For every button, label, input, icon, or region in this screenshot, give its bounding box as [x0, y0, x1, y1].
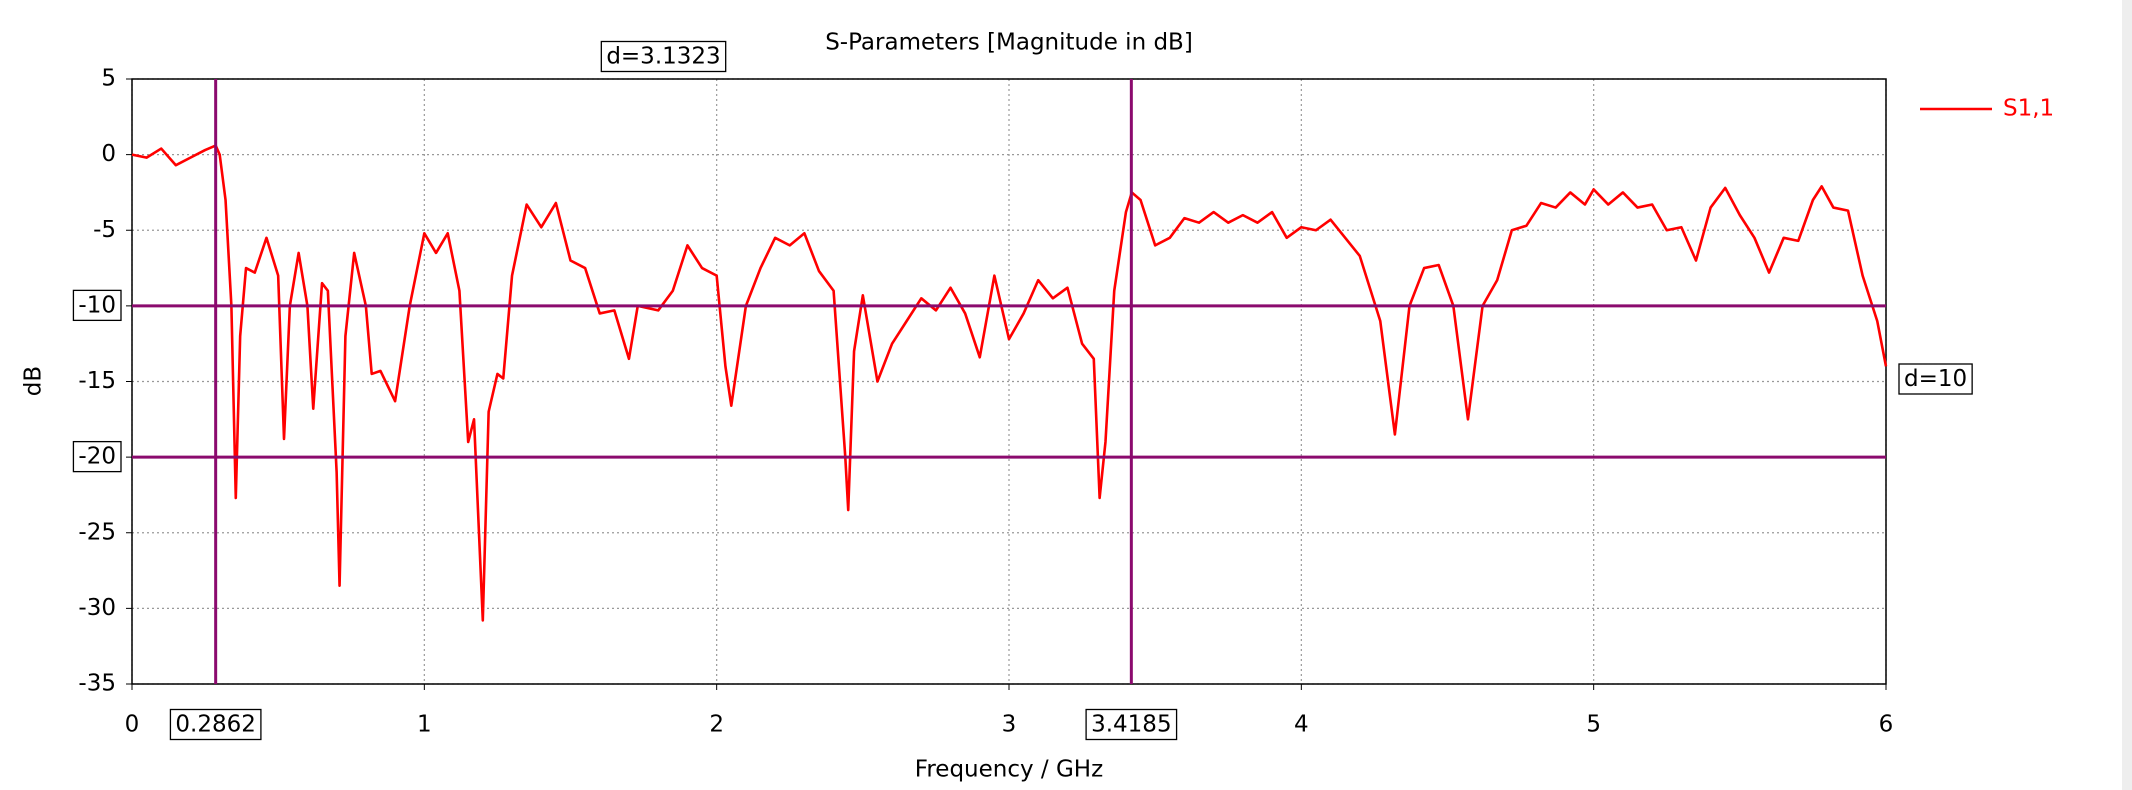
x-tick-label: 0 [125, 712, 140, 738]
marker-y-label: -10 [78, 292, 116, 318]
y-tick-label: -35 [78, 671, 116, 697]
y-tick-label: -30 [78, 595, 116, 621]
y-tick-label: -15 [78, 368, 116, 394]
x-tick-label: 1 [417, 712, 432, 738]
x-tick-label: 3 [1002, 712, 1017, 738]
y-axis-label: dB [21, 366, 47, 396]
marker-x-label: 3.4185 [1091, 712, 1171, 738]
marker-delta-y-box [1898, 363, 1973, 395]
marker-y-label: -20 [78, 444, 116, 470]
marker-y-label-box [72, 289, 122, 322]
plot-frame [131, 78, 1887, 685]
x-tick-label: 6 [1879, 712, 1894, 738]
scrollbar-edge [2122, 0, 2132, 790]
x-tick-label: 4 [1294, 712, 1309, 738]
y-tick-label: 5 [101, 66, 116, 92]
series-line [131, 144, 1888, 622]
marker-delta-x-box [600, 40, 727, 73]
x-tick-label: 5 [1586, 712, 1601, 738]
chart-title: S-Parameters [Magnitude in dB] [825, 30, 1193, 56]
marker-x-label: 0.2862 [175, 712, 255, 738]
marker-delta-x: d=3.1323 [606, 44, 720, 70]
y-tick-label: -5 [93, 217, 116, 243]
legend-label: S1,1 [2003, 96, 2054, 122]
marker-x-label-box [169, 708, 262, 741]
marker-delta-y: d=10 [1904, 366, 1967, 392]
marker-x-label-box [1085, 708, 1178, 741]
y-tick-label: -25 [78, 519, 116, 545]
x-axis-label: Frequency / GHz [915, 757, 1103, 783]
x-tick-label: 2 [709, 712, 724, 738]
marker-y-label-box [72, 440, 122, 473]
y-tick-label: 0 [101, 141, 116, 167]
